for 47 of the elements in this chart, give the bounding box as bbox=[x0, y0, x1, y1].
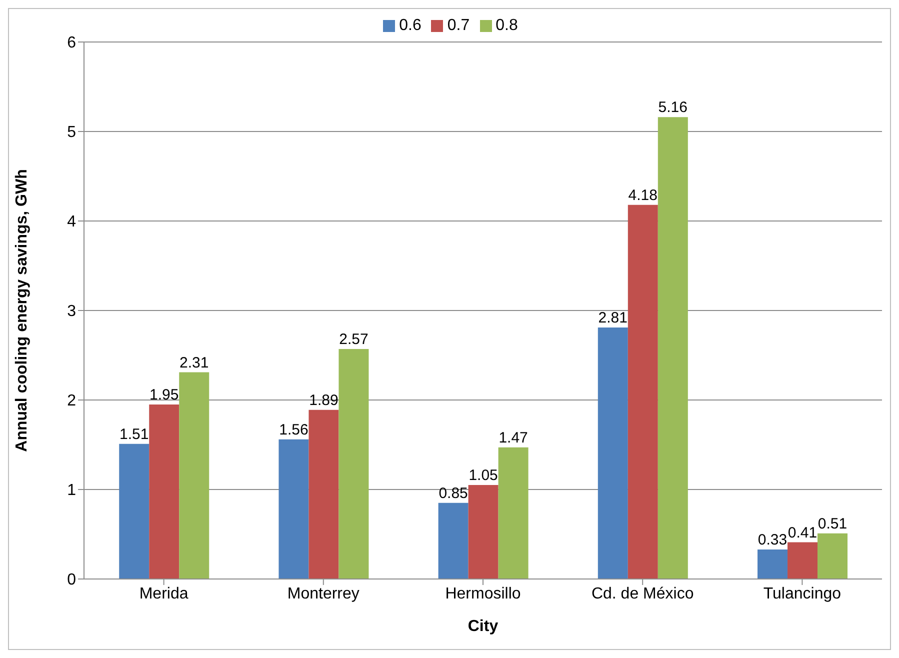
bar bbox=[758, 549, 788, 579]
x-tick-label: Merida bbox=[139, 585, 188, 602]
bar bbox=[788, 542, 818, 579]
bar bbox=[119, 444, 150, 579]
legend-label: 0.6 bbox=[399, 17, 422, 34]
y-tick-label: 5 bbox=[67, 124, 76, 142]
data-label: 1.47 bbox=[498, 429, 528, 446]
x-tick-label: Hermosillo bbox=[445, 585, 521, 602]
bar bbox=[438, 502, 468, 579]
y-tick-label: 3 bbox=[67, 303, 76, 320]
y-tick-label: 6 bbox=[67, 34, 76, 52]
y-tick-label: 2 bbox=[67, 392, 76, 410]
x-tick-label: Tulancingo bbox=[763, 585, 842, 602]
data-label: 1.56 bbox=[279, 421, 308, 438]
bar bbox=[308, 410, 339, 579]
y-tick-label: 4 bbox=[67, 214, 76, 231]
bar bbox=[179, 372, 210, 579]
data-label: 1.05 bbox=[468, 467, 498, 484]
data-label: 4.18 bbox=[628, 186, 658, 204]
y-tick-label: 0 bbox=[67, 572, 76, 589]
y-tick-label: 1 bbox=[67, 482, 76, 500]
x-tick-label: Cd. de México bbox=[591, 585, 694, 602]
legend-label: 0.7 bbox=[447, 17, 470, 34]
data-label: 1.95 bbox=[150, 386, 179, 404]
data-label: 1.89 bbox=[309, 392, 338, 409]
bar bbox=[818, 533, 848, 579]
data-label: 0.33 bbox=[758, 531, 788, 548]
bar bbox=[498, 447, 528, 579]
bar bbox=[658, 117, 688, 579]
x-tick-label: Monterrey bbox=[287, 585, 360, 602]
y-axis-title: Annual cooling energy savings, GWh bbox=[14, 169, 31, 452]
legend-label: 0.8 bbox=[496, 17, 518, 34]
data-label: 2.31 bbox=[180, 354, 209, 372]
bar bbox=[278, 439, 309, 579]
bar bbox=[468, 485, 498, 579]
bar bbox=[149, 404, 180, 579]
bar bbox=[598, 328, 628, 579]
data-label: 0.51 bbox=[818, 515, 848, 532]
data-label: 0.41 bbox=[788, 524, 818, 542]
bar bbox=[628, 204, 658, 579]
data-label: 2.57 bbox=[339, 330, 368, 348]
x-axis-title: City bbox=[468, 618, 498, 635]
data-label: 1.51 bbox=[120, 426, 149, 443]
data-label: 5.16 bbox=[658, 99, 688, 116]
data-label: 0.85 bbox=[438, 484, 468, 502]
data-label: 2.81 bbox=[598, 310, 628, 327]
bar bbox=[338, 348, 369, 579]
